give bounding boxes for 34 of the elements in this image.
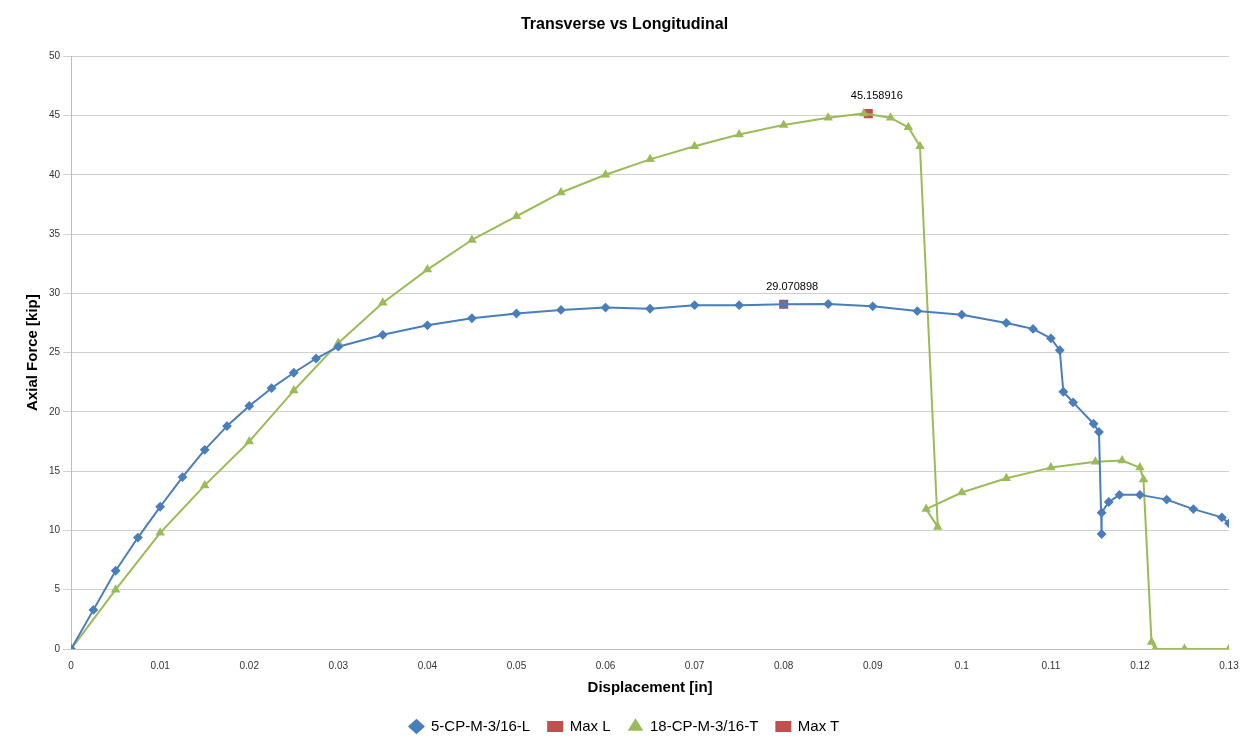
x-tick-label: 0.11 — [1041, 659, 1061, 671]
legend-label: Max L — [569, 716, 611, 734]
y-tick-label: 30 — [49, 287, 61, 299]
y-tick-label: 50 — [49, 49, 61, 61]
y-axis-title: Axial Force [kip] — [23, 294, 41, 411]
y-tick-label: 0 — [54, 642, 61, 654]
x-tick-label: 0.02 — [239, 659, 260, 671]
x-tick-label: 0.12 — [1130, 659, 1151, 671]
x-tick-label: 0.05 — [506, 659, 527, 671]
x-tick-label: 0.13 — [1219, 659, 1240, 671]
y-tick-label: 45 — [49, 109, 61, 121]
y-tick-label: 40 — [49, 168, 61, 180]
y-tick-label: 25 — [49, 346, 61, 358]
x-tick-label: 0.08 — [773, 659, 794, 671]
x-tick-label: 0 — [68, 659, 75, 671]
x-tick-label: 0.09 — [863, 659, 883, 671]
data-label: 45.158916 — [850, 89, 903, 102]
chart-title: Transverse vs Longitudinal — [520, 15, 729, 33]
legend-label: 5-CP-M-3/16-L — [430, 716, 531, 734]
y-tick-label: 10 — [49, 524, 61, 536]
x-tick-label: 0.04 — [417, 659, 438, 671]
data-label: 29.070898 — [766, 279, 819, 292]
x-tick-label: 0.01 — [150, 659, 171, 671]
x-axis-title: Displacement [in] — [587, 678, 713, 696]
y-tick-label: 15 — [49, 464, 61, 476]
x-tick-label: 0.07 — [684, 659, 705, 671]
y-tick-label: 5 — [54, 583, 61, 595]
legend-label: 18-CP-M-3/16-T — [650, 716, 759, 734]
x-tick-label: 0.03 — [328, 659, 349, 671]
x-tick-label: 0.1 — [954, 659, 970, 671]
legend-label: Max T — [797, 716, 840, 734]
y-tick-label: 20 — [49, 405, 61, 417]
y-tick-label: 35 — [49, 227, 61, 239]
x-tick-label: 0.06 — [595, 659, 616, 671]
